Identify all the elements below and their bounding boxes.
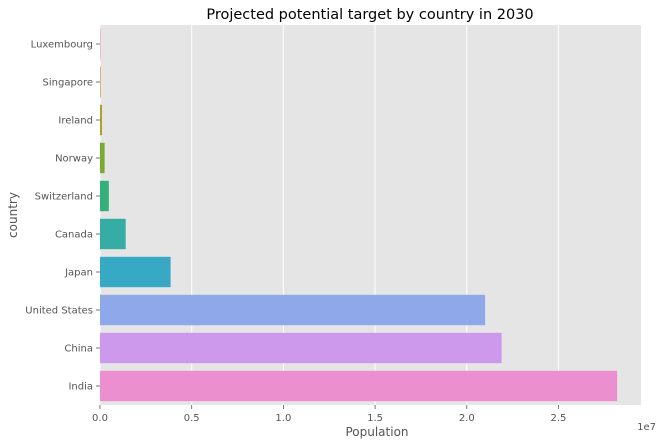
y-tick-label: India (68, 382, 93, 393)
x-tick-label: 2.5 (551, 413, 567, 424)
y-tick-label: Luxembourg (31, 40, 93, 51)
bars (100, 28, 618, 402)
y-tick-label: Norway (55, 154, 93, 165)
x-tick-label: 1.0 (275, 413, 291, 424)
x-axis-label: Population (345, 425, 408, 439)
chart-title: Projected potential target by country in… (206, 7, 533, 23)
y-tick-label: China (64, 344, 93, 355)
bar-united-states (100, 294, 486, 326)
y-tick-label: United States (25, 306, 93, 317)
bar-canada (100, 218, 126, 250)
x-axis-ticks: 0.0 0.5 1.0 1.5 2.0 2.5 (92, 405, 566, 424)
x-tick-label: 1.5 (367, 413, 383, 424)
bar-china (100, 332, 502, 364)
y-axis-label: country (6, 192, 20, 238)
bar-india (100, 370, 618, 402)
bar-japan (100, 256, 171, 288)
y-tick-label: Canada (55, 230, 93, 241)
bar-switzerland (100, 180, 109, 212)
y-tick-label: Singapore (43, 78, 93, 89)
bar-norway (100, 142, 105, 174)
x-tick-label: 0.5 (184, 413, 200, 424)
y-tick-label: Japan (64, 268, 93, 279)
bar-singapore (100, 66, 101, 98)
y-tick-label: Switzerland (35, 192, 93, 203)
x-tick-label: 2.0 (459, 413, 475, 424)
y-axis-ticks: Luxembourg Singapore Ireland Norway Switzerl… (25, 40, 100, 393)
bar-ireland (100, 104, 103, 136)
x-axis-offset-label: 1e7 (637, 422, 656, 433)
x-tick-label: 0.0 (92, 413, 108, 424)
y-tick-label: Ireland (58, 116, 93, 127)
